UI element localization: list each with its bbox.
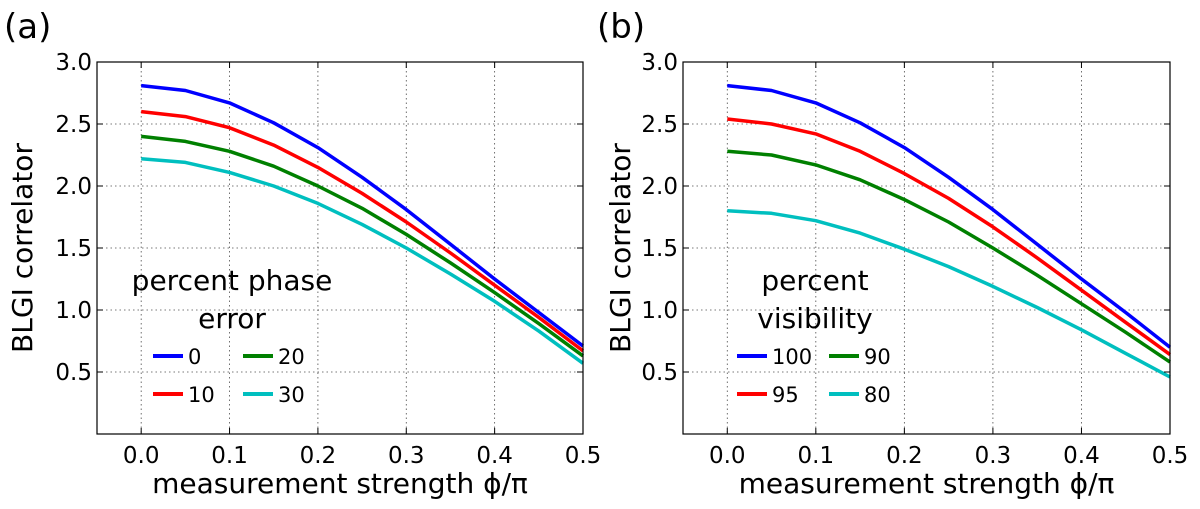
x-tick-label: 0.3 bbox=[975, 443, 1012, 469]
y-tick-label: 3.0 bbox=[55, 50, 92, 76]
legend-title: visibility bbox=[757, 302, 872, 335]
y-tick-label: 0.5 bbox=[641, 360, 678, 386]
x-tick-label: 0.4 bbox=[476, 443, 513, 469]
series-line-0 bbox=[141, 83, 585, 348]
panel-label: (a) bbox=[4, 7, 51, 47]
y-tick-label: 2.0 bbox=[641, 174, 678, 200]
legend-entry-95: 95 bbox=[772, 383, 799, 407]
y-tick-label: 3.0 bbox=[641, 50, 678, 76]
legend-entry-30: 30 bbox=[278, 383, 305, 407]
legend-entry-20: 20 bbox=[278, 345, 305, 369]
x-tick-label: 0.1 bbox=[211, 443, 248, 469]
panel-a: (a) 0.0 0.1 0.2 0.3 0.4 0.5 0.5 1.0 1.5 2.0 2.5 3.0 m… bbox=[4, 7, 601, 500]
x-tick-label: 0.4 bbox=[1063, 443, 1100, 469]
y-tick-label: 2.0 bbox=[55, 174, 92, 200]
legend-entry-90: 90 bbox=[864, 345, 891, 369]
series-line-100 bbox=[727, 83, 1172, 349]
legend-entry-0: 0 bbox=[188, 345, 201, 369]
x-tick-label: 0.1 bbox=[798, 443, 835, 469]
x-tick-label: 0.2 bbox=[886, 443, 923, 469]
y-axis-label: BLGI correlator bbox=[604, 143, 637, 353]
legend-title: error bbox=[198, 302, 266, 335]
series-line-30 bbox=[141, 156, 585, 365]
y-tick-label: 2.5 bbox=[55, 112, 92, 138]
series-line-80 bbox=[727, 209, 1171, 379]
series-line-90 bbox=[727, 149, 1171, 364]
legend-entry-100: 100 bbox=[772, 345, 812, 369]
x-axis-label: measurement strength ϕ/π bbox=[152, 467, 528, 500]
x-tick-label: 0.5 bbox=[565, 443, 602, 469]
legend-entry-80: 80 bbox=[864, 383, 891, 407]
legend-entry-10: 10 bbox=[188, 383, 215, 407]
x-axis-label: measurement strength ϕ/π bbox=[739, 467, 1115, 500]
y-tick-label: 1.0 bbox=[641, 298, 678, 324]
x-tick-label: 0.5 bbox=[1152, 443, 1189, 469]
y-tick-label: 1.5 bbox=[641, 236, 678, 262]
y-tick-label: 0.5 bbox=[55, 360, 92, 386]
x-tick-label: 0.3 bbox=[388, 443, 425, 469]
series-line-10 bbox=[141, 109, 585, 353]
x-tick-label: 0.0 bbox=[709, 443, 746, 469]
legend-title: percent phase bbox=[132, 264, 333, 297]
x-tick-label: 0.2 bbox=[300, 443, 337, 469]
y-tick-label: 2.5 bbox=[641, 112, 678, 138]
legend-title: percent bbox=[761, 264, 868, 297]
panel-b: (b) 0.0 0.1 0.2 0.3 0.4 0.5 0.5 1.0 1.5 2.0 2.5 3.0 m… bbox=[597, 7, 1188, 500]
y-tick-label: 1.0 bbox=[55, 298, 92, 324]
series-line-20 bbox=[141, 134, 585, 358]
y-axis-label: BLGI correlator bbox=[6, 143, 39, 353]
panel-label: (b) bbox=[597, 7, 645, 47]
x-tick-label: 0.0 bbox=[123, 443, 160, 469]
y-tick-label: 1.5 bbox=[55, 236, 92, 262]
series-line-95 bbox=[727, 117, 1172, 357]
